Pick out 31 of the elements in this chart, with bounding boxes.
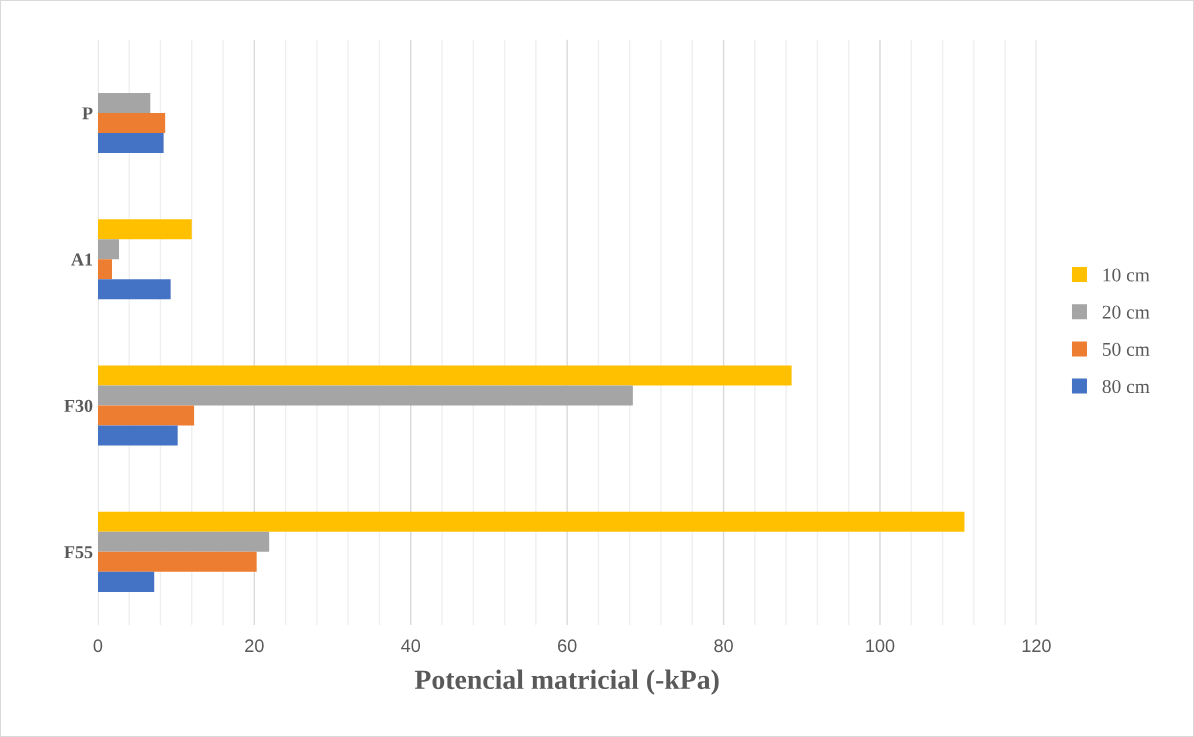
y-tick-label: F30 [64,399,93,412]
bar [97,239,120,260]
bar [97,511,965,532]
bar [97,405,195,426]
bar [97,132,164,154]
y-tick-label: A1 [71,253,93,266]
y-tick-label: P [82,107,93,120]
bar [97,279,171,300]
x-tick-label: 40 [401,639,421,653]
x-tick-label: 20 [245,639,264,653]
legend-label: 20 cm [1102,305,1150,319]
bar [97,571,155,592]
bar [97,365,792,386]
legend-label: 50 cm [1102,342,1150,356]
x-tick-label: 60 [558,639,577,653]
bar [97,531,270,552]
bar [97,219,192,240]
bar [97,425,178,446]
bar [97,112,166,133]
x-tick-label: 80 [714,639,733,653]
legend-label: 80 cm [1102,379,1150,394]
x-tick-label: 100 [866,639,895,653]
legend-label: 10 cm [1103,268,1150,282]
y-tick-label: F55 [64,546,93,559]
bar [97,92,151,113]
bar [97,385,633,406]
bar [97,551,257,572]
x-axis-title: Potencial matricial (-kPa) [414,669,719,695]
bar [97,259,112,280]
x-tick-label: 0 [93,639,103,653]
x-tick-label: 120 [1022,639,1051,653]
